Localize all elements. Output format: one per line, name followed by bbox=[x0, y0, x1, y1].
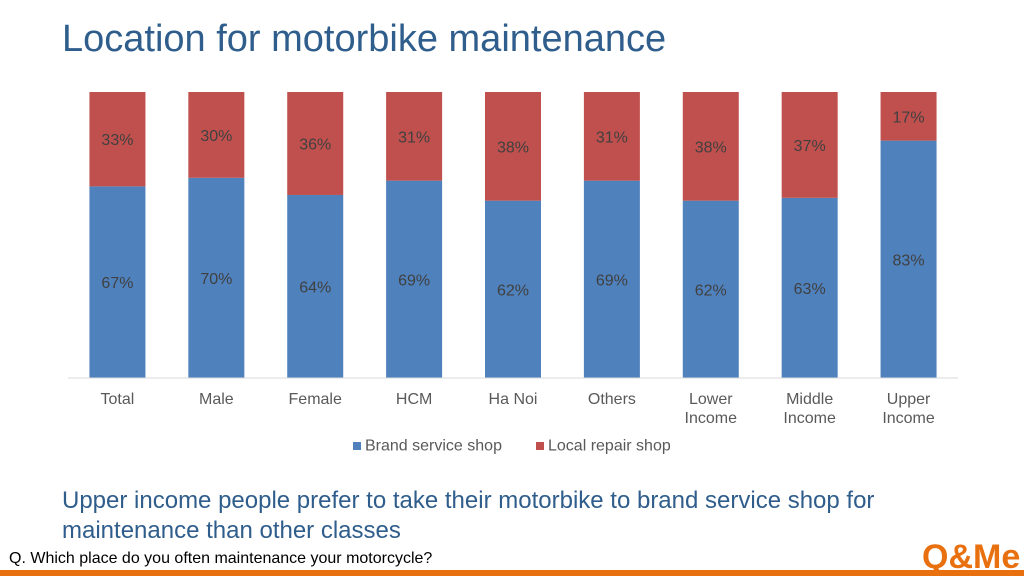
legend-swatch-local bbox=[536, 442, 544, 450]
bar-brand-service-shop bbox=[682, 200, 739, 378]
data-label-brand: 64% bbox=[299, 279, 331, 296]
bar-local-repair-shop bbox=[287, 92, 344, 195]
bar-brand-service-shop bbox=[781, 197, 838, 378]
bar-local-repair-shop bbox=[188, 92, 245, 178]
category-label: Female bbox=[289, 391, 342, 408]
category-label: Lower bbox=[689, 391, 733, 408]
bar-local-repair-shop bbox=[880, 92, 937, 141]
data-label-local: 36% bbox=[299, 136, 331, 153]
data-label-local: 17% bbox=[893, 109, 925, 126]
category-label: HCM bbox=[396, 391, 432, 408]
page-title: Location for motorbike maintenance bbox=[62, 18, 667, 60]
svg-text:Q&Me: Q&Me bbox=[922, 538, 1020, 574]
bar-local-repair-shop bbox=[89, 92, 146, 187]
data-label-local: 33% bbox=[101, 132, 133, 149]
data-label-brand: 83% bbox=[893, 252, 925, 269]
bottom-accent-bar bbox=[0, 570, 1024, 576]
insight-text: Upper income people prefer to take their… bbox=[62, 487, 875, 544]
data-label-local: 31% bbox=[596, 129, 628, 146]
data-label-local: 38% bbox=[695, 139, 727, 156]
survey-question: Q. Which place do you often maintenance … bbox=[9, 550, 433, 567]
data-label-brand: 62% bbox=[695, 282, 727, 299]
bar-local-repair-shop bbox=[386, 92, 443, 181]
category-label: Others bbox=[588, 391, 636, 408]
data-label-brand: 62% bbox=[497, 282, 529, 299]
category-label: Middle bbox=[786, 391, 833, 408]
category-label: Male bbox=[199, 391, 234, 408]
stacked-bar-chart: 67% 33% Total 70% 30% Male 64% 36% Female 69% 31% H… bbox=[68, 92, 958, 455]
bar-brand-service-shop bbox=[188, 177, 245, 378]
data-label-local: 31% bbox=[398, 129, 430, 146]
bar-brand-service-shop bbox=[880, 140, 937, 378]
data-label-local: 30% bbox=[200, 128, 232, 145]
bar-local-repair-shop bbox=[781, 92, 838, 198]
category-label: Income bbox=[685, 410, 738, 427]
data-label-brand: 63% bbox=[794, 281, 826, 298]
bar-local-repair-shop bbox=[485, 92, 541, 201]
bar-brand-service-shop bbox=[287, 194, 344, 378]
data-label-local: 38% bbox=[497, 139, 529, 156]
legend-label-brand: Brand service shop bbox=[365, 438, 502, 455]
bar-local-repair-shop bbox=[682, 92, 739, 201]
qme-logo: Q&Me bbox=[922, 538, 1020, 574]
bar-brand-service-shop bbox=[485, 200, 541, 378]
bar-local-repair-shop bbox=[583, 92, 640, 181]
category-label: Upper bbox=[887, 391, 931, 408]
category-label: Ha Noi bbox=[489, 391, 538, 408]
bar-brand-service-shop bbox=[583, 180, 640, 378]
data-label-local: 37% bbox=[794, 138, 826, 155]
data-label-brand: 67% bbox=[101, 275, 133, 292]
bar-brand-service-shop bbox=[89, 186, 146, 378]
category-label: Income bbox=[783, 410, 836, 427]
bar-brand-service-shop bbox=[386, 180, 443, 378]
category-label: Total bbox=[101, 391, 135, 408]
data-label-brand: 70% bbox=[200, 271, 232, 288]
legend-swatch-brand bbox=[353, 442, 361, 450]
data-label-brand: 69% bbox=[596, 272, 628, 289]
data-label-brand: 69% bbox=[398, 272, 430, 289]
category-label: Income bbox=[882, 410, 935, 427]
legend-label-local: Local repair shop bbox=[548, 438, 671, 455]
